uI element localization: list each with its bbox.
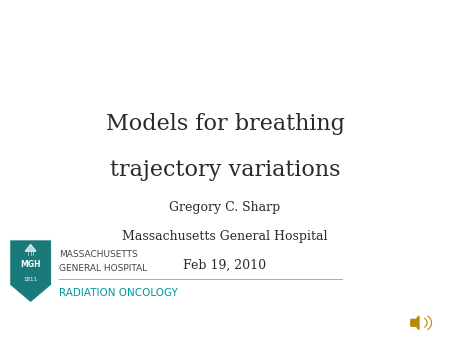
- Text: MGH: MGH: [20, 261, 41, 269]
- Polygon shape: [25, 244, 36, 251]
- Polygon shape: [411, 316, 419, 330]
- Text: 1811: 1811: [23, 277, 38, 283]
- Text: RADIATION ONCOLOGY: RADIATION ONCOLOGY: [59, 288, 178, 297]
- Polygon shape: [10, 240, 51, 303]
- Text: trajectory variations: trajectory variations: [110, 159, 340, 181]
- Text: GENERAL HOSPITAL: GENERAL HOSPITAL: [59, 264, 148, 273]
- Text: MASSACHUSETTS: MASSACHUSETTS: [59, 250, 138, 260]
- Text: Models for breathing: Models for breathing: [106, 113, 344, 135]
- Text: Feb 19, 2010: Feb 19, 2010: [184, 259, 266, 272]
- Text: Massachusetts General Hospital: Massachusetts General Hospital: [122, 230, 328, 243]
- Text: Gregory C. Sharp: Gregory C. Sharp: [169, 201, 281, 214]
